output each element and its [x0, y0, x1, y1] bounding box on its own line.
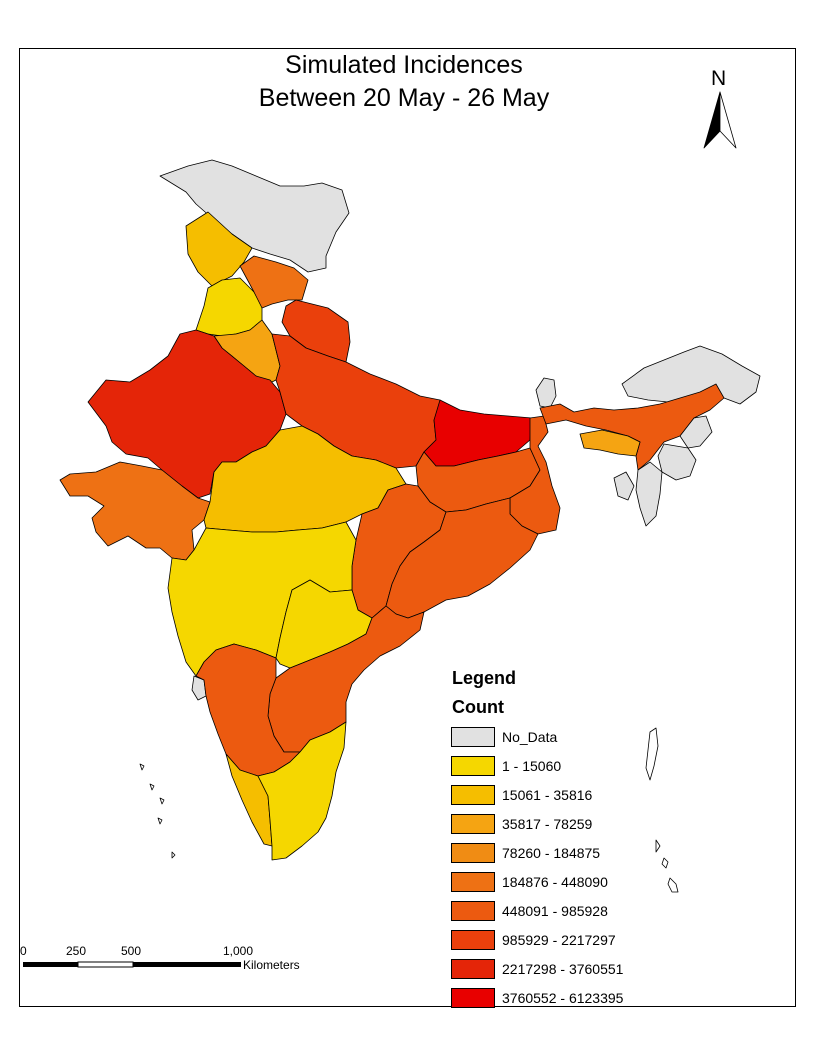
map-title-line2: Between 20 May - 26 May — [258, 84, 550, 112]
legend-subheading: Count — [452, 697, 504, 717]
legend-swatch — [451, 959, 495, 979]
legend-item: 985929 - 2217297 — [451, 929, 616, 951]
north-label: N — [711, 67, 727, 90]
scale-tick-500: 500 — [121, 944, 142, 958]
legend-item: 15061 - 35816 — [451, 784, 592, 806]
legend-swatch — [451, 814, 495, 834]
legend-label: 2217298 - 3760551 — [502, 961, 624, 977]
region-andaman-nicobar — [645, 727, 679, 893]
region-tripura — [613, 471, 635, 501]
region-manipur — [657, 443, 697, 481]
region-sikkim — [535, 377, 557, 409]
legend-label: 184876 - 448090 — [502, 874, 608, 890]
legend-label: 985929 - 2217297 — [502, 932, 616, 948]
legend-swatch — [451, 843, 495, 863]
scale-tick-1000: 1,000 — [223, 944, 254, 958]
map-title-line1: Simulated Incidences — [285, 51, 523, 79]
legend-item: 184876 - 448090 — [451, 871, 608, 893]
region-himachal-pradesh — [185, 211, 253, 287]
legend-swatch — [451, 872, 495, 892]
legend-swatch — [451, 756, 495, 776]
legend-swatch — [451, 988, 495, 1008]
legend-swatch — [451, 785, 495, 805]
region-odisha — [385, 497, 539, 619]
legend-label: 1 - 15060 — [502, 758, 562, 774]
region-ladakh-himachal — [281, 299, 351, 363]
legend-heading: Legend — [452, 668, 517, 688]
region-karnataka — [195, 643, 301, 777]
legend-label: 15061 - 35816 — [502, 787, 593, 803]
region-uttarakhand — [239, 255, 309, 309]
scale-bar — [23, 961, 241, 968]
legend-label: 3760552 - 6123395 — [502, 990, 624, 1006]
legend-item: 78260 - 184875 — [451, 842, 600, 864]
scale-tick-250: 250 — [66, 944, 87, 958]
region-lakshadweep — [139, 763, 176, 859]
legend-swatch — [451, 930, 495, 950]
legend-label: 448091 - 985928 — [502, 903, 608, 919]
region-meghalaya — [579, 429, 641, 457]
scale-unit-label: Kilometers — [243, 958, 300, 972]
north-arrow-icon — [703, 91, 737, 149]
legend-item: 3760552 - 6123395 — [451, 987, 623, 1009]
legend-item: 448091 - 985928 — [451, 900, 608, 922]
legend-label: No_Data — [502, 729, 558, 745]
scale-tick-0: 0 — [20, 944, 27, 958]
legend-swatch — [451, 901, 495, 921]
legend-label: 78260 - 184875 — [502, 845, 601, 861]
region-tamil-nadu — [257, 721, 347, 861]
legend-item: 2217298 - 3760551 — [451, 958, 623, 980]
region-west-bengal — [509, 415, 561, 535]
legend-label: 35817 - 78259 — [502, 816, 593, 832]
legend-item: No_Data — [451, 726, 557, 748]
legend-item: 1 - 15060 — [451, 755, 561, 777]
legend-swatch — [451, 727, 495, 747]
region-arunachal-pradesh — [621, 345, 761, 405]
legend-item: 35817 - 78259 — [451, 813, 592, 835]
region-mizoram — [635, 461, 663, 527]
